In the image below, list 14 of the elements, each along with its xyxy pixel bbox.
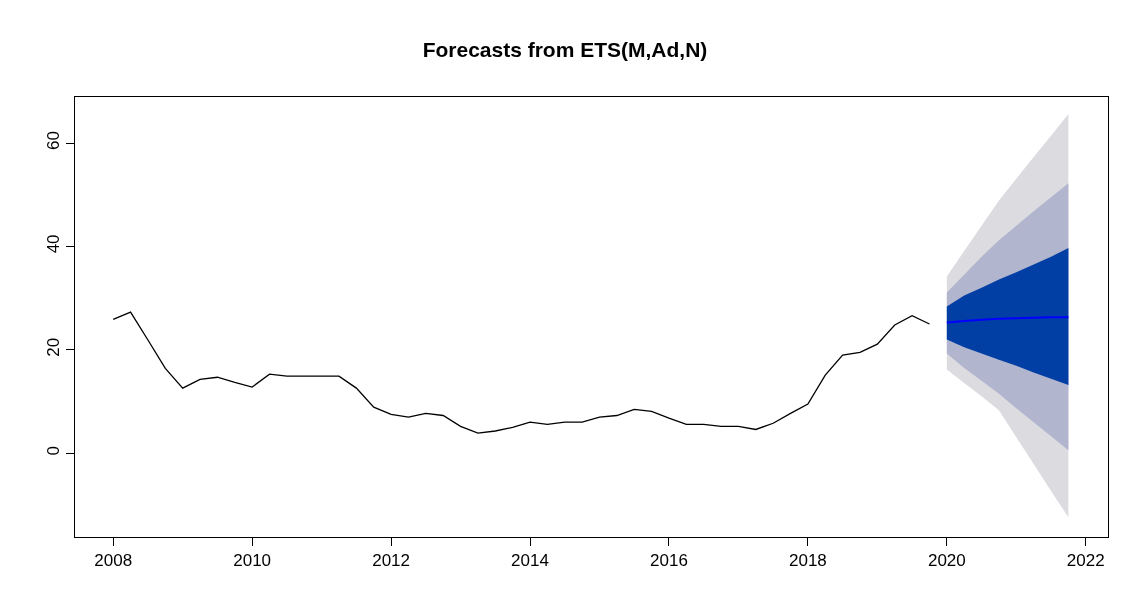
- x-tick-label: 2010: [233, 551, 272, 571]
- x-tick-label: 2016: [650, 551, 688, 571]
- y-tick-label: 0: [44, 445, 64, 456]
- x-tick-label: 2012: [372, 551, 410, 571]
- x-tick-label: 2018: [788, 551, 827, 571]
- y-tick-label: 20: [44, 337, 64, 357]
- line-series: [112, 311, 931, 434]
- x-tick-label: 2022: [1066, 551, 1105, 571]
- y-tick-label: 60: [44, 131, 64, 150]
- x-tick-label: 2020: [927, 551, 966, 571]
- y-tick-label: 40: [44, 234, 64, 254]
- x-tick-label: 2008: [94, 551, 133, 571]
- chart-title: Forecasts from ETS(M,Ad,N): [422, 38, 708, 62]
- x-tick-label: 2014: [511, 551, 549, 571]
